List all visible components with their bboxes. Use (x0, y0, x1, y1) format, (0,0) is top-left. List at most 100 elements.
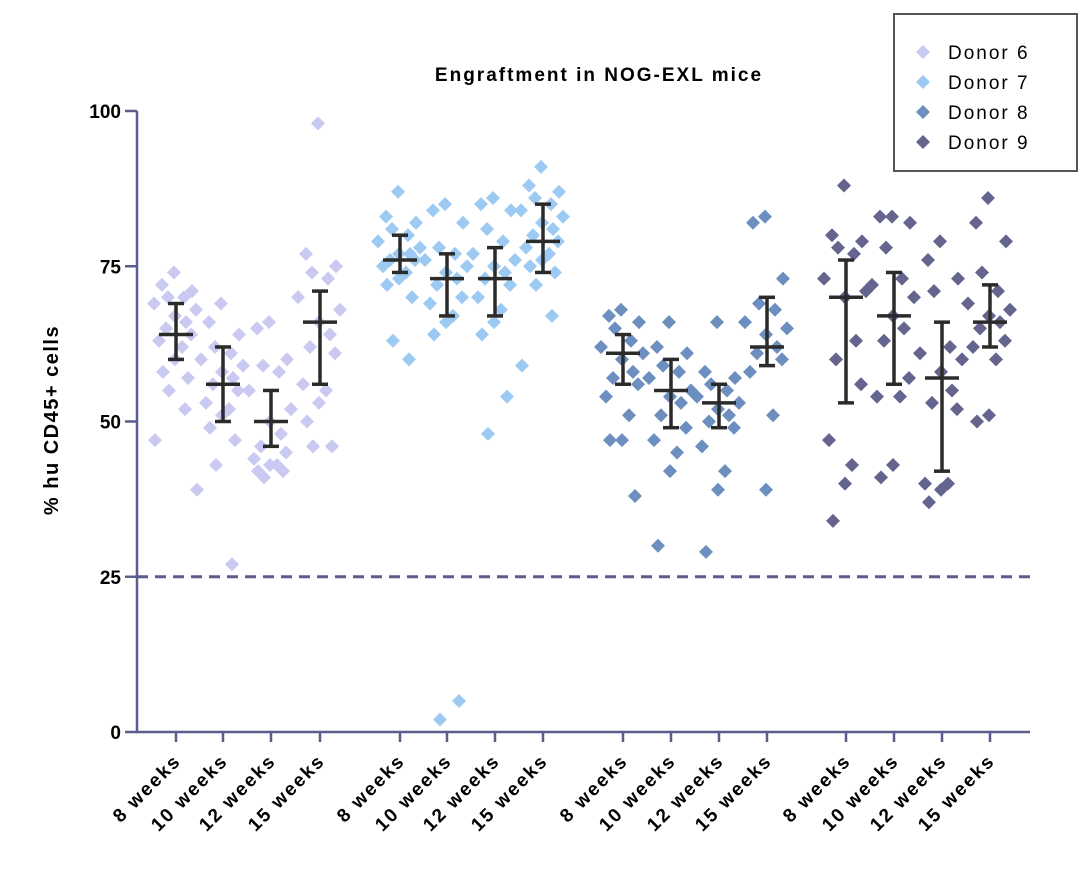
data-point (519, 240, 533, 255)
data-point (181, 371, 195, 386)
data-point (879, 240, 893, 255)
data-point (999, 234, 1013, 249)
data-point (452, 693, 466, 708)
data-point (303, 339, 317, 354)
y-tick-label: 75 (100, 257, 122, 278)
data-point (837, 178, 851, 193)
data-point (333, 302, 347, 317)
data-point (272, 364, 286, 379)
data-point (274, 426, 288, 441)
data-point (386, 333, 400, 348)
data-point (934, 482, 948, 497)
data-point (439, 315, 453, 330)
data-point (500, 389, 514, 404)
data-point (663, 464, 677, 479)
data-point (606, 371, 620, 386)
data-point (291, 290, 305, 305)
data-point (262, 315, 276, 330)
data-point (155, 277, 169, 292)
data-point (632, 315, 646, 330)
data-point (768, 302, 782, 317)
data-point (902, 371, 916, 386)
y-tick-label: 100 (89, 102, 121, 123)
data-point (752, 296, 766, 311)
data-point (433, 712, 447, 727)
data-point (438, 197, 452, 212)
data-point (918, 476, 932, 491)
data-point (654, 408, 668, 423)
data-point (190, 482, 204, 497)
data-point (474, 197, 488, 212)
data-point (504, 203, 518, 218)
data-point (284, 402, 298, 417)
data-point (147, 296, 161, 311)
data-point (300, 414, 314, 429)
data-point (224, 346, 238, 361)
data-point (423, 296, 437, 311)
data-point (199, 395, 213, 410)
data-point (548, 265, 562, 280)
data-point (718, 464, 732, 479)
data-point (487, 315, 501, 330)
data-point (460, 259, 474, 274)
data-point (961, 296, 975, 311)
data-point (376, 259, 390, 274)
data-point (854, 377, 868, 392)
data-point (323, 327, 337, 342)
legend-label: Donor 9 (948, 133, 1030, 154)
data-point (523, 259, 537, 274)
data-point (628, 489, 642, 504)
data-point (162, 383, 176, 398)
data-point (159, 321, 173, 336)
data-point (943, 339, 957, 354)
data-point (152, 333, 166, 348)
data-point (508, 253, 522, 268)
data-point (276, 464, 290, 479)
chart-title: Engraftment in NOG-EXL mice (435, 65, 763, 86)
data-point (817, 271, 831, 286)
data-point (514, 203, 528, 218)
data-point (750, 346, 764, 361)
data-point (728, 371, 742, 386)
data-point (647, 433, 661, 448)
data-point (950, 402, 964, 417)
data-point (672, 364, 686, 379)
data-point (845, 457, 859, 472)
data-point (710, 315, 724, 330)
data-point (279, 445, 293, 460)
data-point (177, 290, 191, 305)
data-point (989, 352, 1003, 367)
data-point (379, 209, 393, 224)
data-point (825, 228, 839, 243)
data-point (981, 190, 995, 205)
data-point (599, 389, 613, 404)
data-point (759, 482, 773, 497)
data-point (455, 290, 469, 305)
data-point (849, 333, 863, 348)
data-point (622, 408, 636, 423)
data-point (594, 339, 608, 354)
data-point (242, 383, 256, 398)
data-point (385, 221, 399, 236)
data-point (933, 234, 947, 249)
data-point (430, 277, 444, 292)
data-point (545, 308, 559, 323)
data-point (927, 284, 941, 299)
legend-label: Donor 6 (948, 43, 1030, 64)
legend-marker (916, 75, 930, 89)
data-point (720, 383, 734, 398)
data-point (405, 290, 419, 305)
data-point (256, 358, 270, 373)
data-point (312, 395, 326, 410)
data-point (870, 389, 884, 404)
data-point (311, 116, 325, 131)
data-point (732, 395, 746, 410)
data-point (722, 408, 736, 423)
data-point (328, 346, 342, 361)
data-point (325, 439, 339, 454)
data-point (148, 433, 162, 448)
data-point (838, 476, 852, 491)
data-point (698, 364, 712, 379)
